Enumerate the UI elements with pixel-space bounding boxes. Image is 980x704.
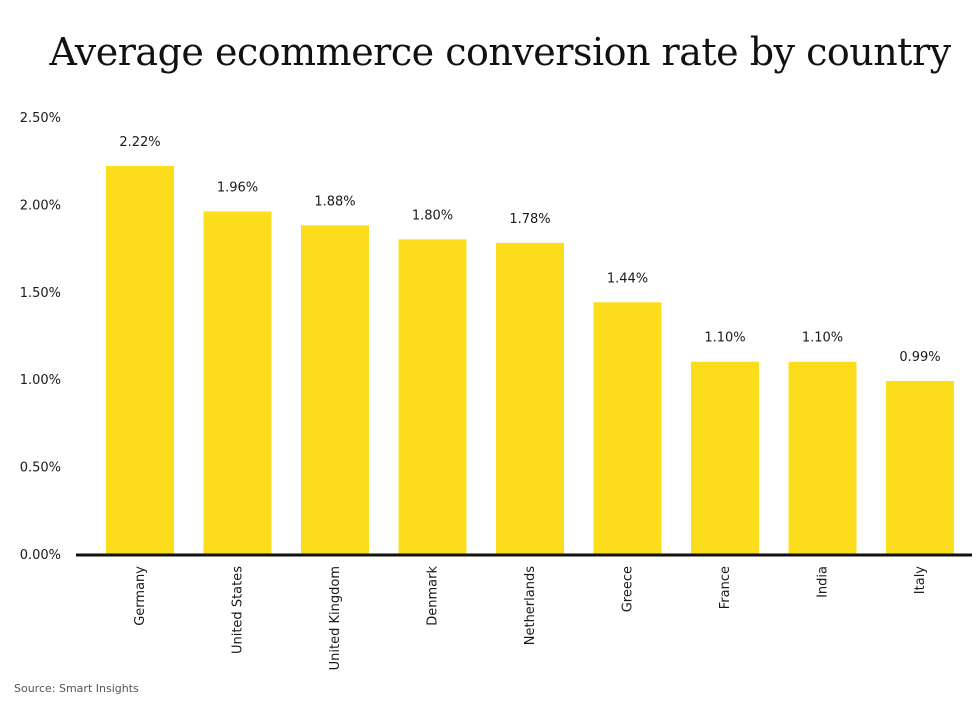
x-axis-labels: Germany United States United Kingdom Denmar… — [133, 566, 928, 671]
y-tick-label: 1.50% — [20, 286, 61, 301]
x-tick-label: United States — [231, 566, 246, 654]
x-tick-label: Italy — [913, 566, 928, 595]
x-tick-label: Netherlands — [523, 566, 538, 645]
x-tick-label: France — [718, 566, 733, 609]
value-label: 1.96% — [217, 180, 258, 195]
value-label: 0.99% — [899, 350, 940, 365]
x-tick-label: Greece — [621, 566, 636, 612]
x-tick-label: India — [816, 566, 831, 598]
bar-united-states — [203, 211, 272, 554]
bar-netherlands — [496, 242, 564, 554]
bars — [106, 165, 954, 555]
y-tick-label: 2.00% — [20, 198, 61, 213]
x-tick-label: Denmark — [426, 566, 441, 626]
y-axis-ticks: 0.00% 0.50% 1.00% 1.50% 2.00% 2.50% — [20, 111, 61, 563]
x-tick-label: United Kingdom — [328, 566, 343, 670]
value-label: 2.22% — [119, 135, 160, 150]
y-tick-label: 0.50% — [20, 461, 61, 476]
chart-title: Average ecommerce conversion rate by cou… — [49, 30, 951, 74]
y-tick-label: 0.00% — [20, 548, 61, 563]
value-label: 1.88% — [314, 194, 355, 209]
bar-france — [691, 361, 759, 554]
bar-denmark — [398, 239, 467, 555]
value-label: 1.10% — [802, 331, 843, 346]
bar-germany — [106, 165, 174, 554]
value-labels: 2.22% 1.96% 1.88% 1.80% 1.78% 1.44% 1.10% 1.10%… — [119, 135, 940, 365]
bar-united-kingdom — [301, 225, 369, 554]
value-label: 1.10% — [704, 331, 745, 346]
x-tick-label: Germany — [133, 566, 148, 626]
value-label: 1.78% — [509, 212, 550, 227]
bar-greece — [593, 302, 662, 554]
y-tick-label: 2.50% — [20, 111, 61, 126]
source-note: Source: Smart Insights — [14, 682, 139, 695]
value-label: 1.80% — [412, 208, 453, 223]
bar-india — [788, 361, 857, 554]
y-tick-label: 1.00% — [20, 373, 61, 388]
bar-italy — [886, 380, 954, 554]
value-label: 1.44% — [607, 271, 648, 286]
